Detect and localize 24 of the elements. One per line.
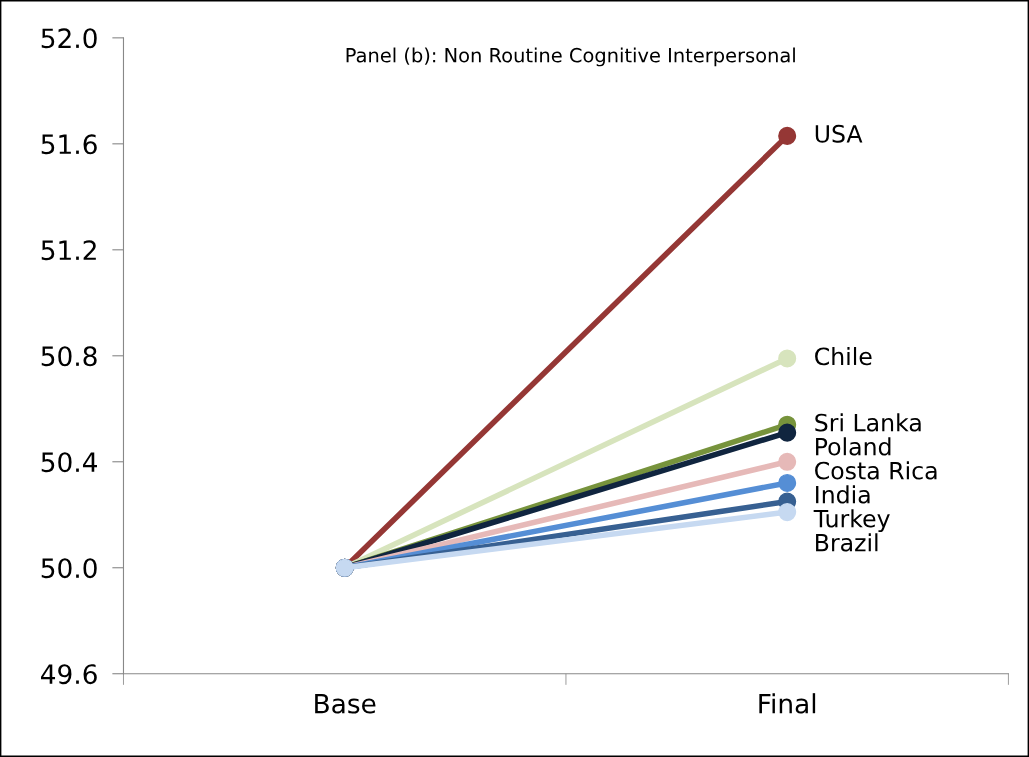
point [778,503,797,522]
series-label: Turkey [813,509,890,533]
point [778,452,797,471]
series-label: India [816,485,870,504]
y-tick-label: 51.2 [41,240,96,261]
series-label: Chile [815,347,872,366]
y-tick-label: 52.0 [41,28,97,49]
y-tick-label: 50.4 [41,452,97,473]
y-tick-label: 51.6 [41,134,97,155]
series-label: Poland [816,437,891,456]
x-tick-label: Base [315,693,376,714]
point [778,423,797,442]
x-tick-label: Final [759,693,816,714]
series-label: Sri Lanka [815,413,921,432]
point [778,126,797,145]
series-label: Costa Rica [815,461,937,480]
point [778,349,797,368]
series-label: Brazil [816,533,878,552]
y-tick-label: 50.0 [41,558,97,579]
chart-title: Panel (b): Non Routine Cognitive Interpersonal [346,47,795,67]
point [778,473,797,492]
series-label: USA [815,124,863,143]
y-tick-label: 50.8 [41,346,97,367]
y-tick-label: 49.6 [41,664,97,685]
